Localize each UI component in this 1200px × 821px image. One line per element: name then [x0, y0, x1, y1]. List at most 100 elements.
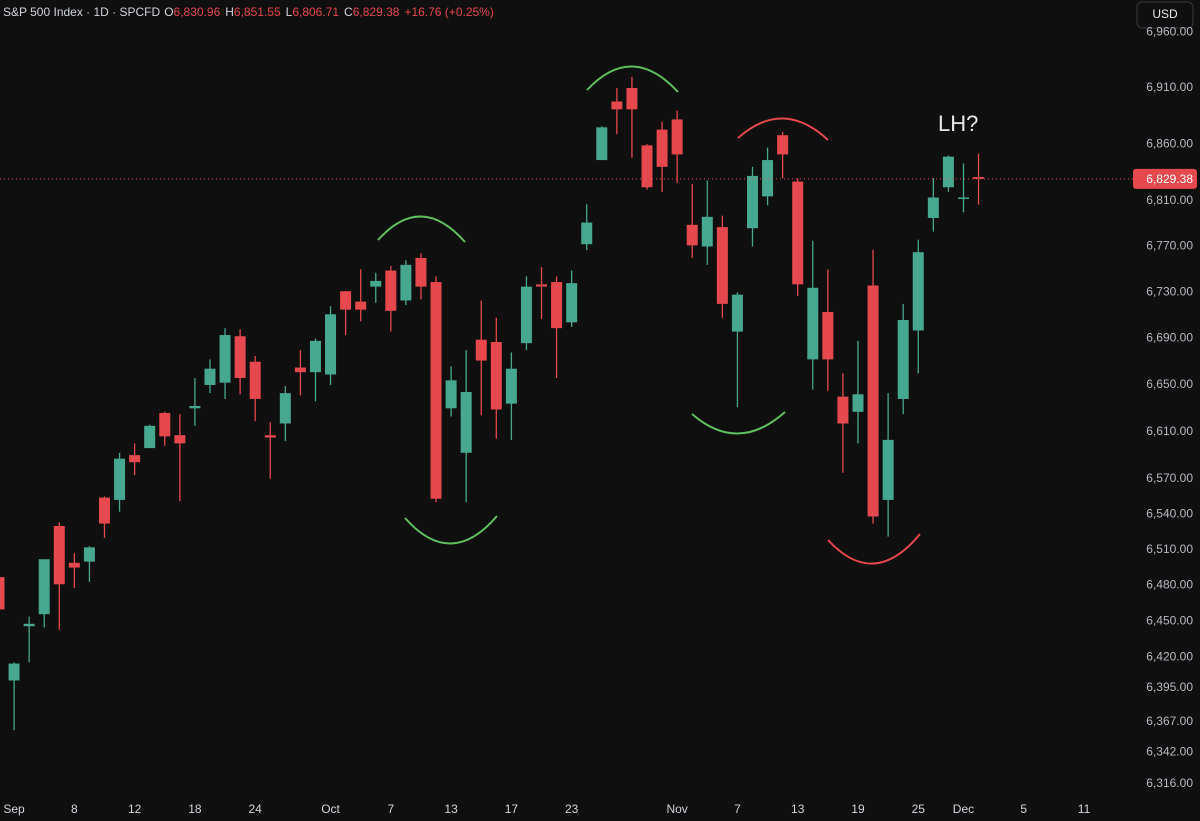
candle-body: [294, 367, 306, 373]
candle-body: [822, 311, 834, 360]
x-tick-label: Dec: [953, 802, 974, 816]
arc: [377, 215, 466, 243]
y-tick-label: 6,367.00: [1146, 714, 1193, 728]
x-tick-label: Nov: [666, 802, 687, 816]
candle-body: [53, 525, 65, 585]
candle-body: [520, 286, 532, 344]
candle-body: [882, 439, 894, 500]
candle-body: [249, 361, 261, 399]
ohlc-key: O: [164, 5, 173, 19]
ohlc-key: L: [286, 5, 293, 19]
y-tick-label: 6,450.00: [1146, 614, 1193, 628]
candle-body: [837, 396, 849, 424]
candle-body: [551, 282, 563, 329]
x-tick-label: 7: [387, 802, 394, 816]
symbol: S&P 500 Index · 1D · SPCFD: [3, 5, 161, 19]
candle-body: [747, 175, 758, 229]
candle-body: [686, 224, 698, 246]
candle-body: [777, 135, 789, 155]
x-tick-label: Sep: [3, 802, 25, 816]
candle-body: [0, 577, 5, 610]
arc: [827, 533, 921, 565]
candle-body: [385, 270, 397, 311]
candle-body: [475, 339, 487, 361]
candle-body: [701, 216, 713, 247]
candle-body: [897, 320, 909, 399]
x-tick-label: 5: [1020, 802, 1027, 816]
candle-body: [189, 405, 201, 409]
arc: [737, 117, 829, 141]
candle-body: [159, 412, 171, 437]
y-tick-label: 6,960.00: [1146, 24, 1193, 38]
x-tick-label: 7: [734, 802, 741, 816]
candle-body: [566, 283, 578, 323]
currency-button[interactable]: [1136, 1, 1194, 29]
candle-body: [641, 145, 653, 188]
ohlc-key: H: [225, 5, 234, 19]
candle-body: [536, 284, 548, 287]
candle-body: [581, 222, 593, 245]
candle-body: [38, 559, 50, 615]
y-tick-label: 6,860.00: [1146, 136, 1193, 150]
ohlc-value: 6,806.71: [292, 5, 339, 19]
candle-body: [430, 282, 442, 499]
last-price-box: [1133, 168, 1197, 189]
candle-body: [716, 227, 728, 304]
candle-body: [279, 393, 291, 424]
ohlc-key: C: [344, 5, 353, 19]
last-price-label: 6,829.38: [1146, 172, 1193, 186]
candle-body: [611, 101, 623, 110]
candle-body: [400, 264, 412, 301]
candle-body: [264, 435, 276, 438]
candle-body: [807, 287, 819, 360]
candle-body: [460, 391, 472, 453]
candle-body: [340, 291, 352, 310]
candle-body: [505, 368, 517, 404]
candle-body: [927, 197, 939, 218]
y-tick-label: 6,570.00: [1146, 471, 1193, 485]
x-tick-label: 8: [71, 802, 78, 816]
candle-body: [731, 294, 743, 332]
candle-body: [973, 177, 985, 179]
y-tick-label: 6,650.00: [1146, 377, 1193, 391]
y-tick-label: 6,420.00: [1146, 650, 1193, 664]
candle-body: [144, 425, 156, 449]
x-tick-label: 19: [851, 802, 865, 816]
annotations: [377, 65, 921, 565]
y-tick-label: 6,810.00: [1146, 193, 1193, 207]
x-tick-label: 17: [505, 802, 519, 816]
arc: [404, 515, 498, 545]
candle-body: [98, 497, 110, 524]
candle-body: [867, 285, 879, 517]
candle-body: [912, 252, 924, 331]
candle-body: [83, 547, 95, 562]
currency-label: USD: [1152, 7, 1178, 21]
candle-body: [129, 455, 141, 463]
candle-body: [671, 119, 683, 155]
candle-body: [174, 435, 186, 444]
change: +16.76 (+0.25%): [404, 5, 493, 19]
y-tick-label: 6,910.00: [1146, 80, 1193, 94]
y-tick-label: 6,730.00: [1146, 285, 1193, 299]
y-tick-label: 6,610.00: [1146, 424, 1193, 438]
candle-body: [309, 340, 321, 373]
x-tick-label: 25: [912, 802, 926, 816]
candle-body: [490, 342, 502, 410]
candle-body: [445, 380, 457, 409]
candle-body: [957, 197, 969, 199]
x-tick-label: 18: [188, 802, 202, 816]
candle-body: [942, 156, 954, 188]
ohlc-value: 6,830.96: [174, 5, 221, 19]
candle-body: [792, 181, 804, 285]
x-tick-label: 12: [128, 802, 142, 816]
y-tick-label: 6,540.00: [1146, 506, 1193, 520]
candle-body: [219, 335, 231, 383]
candle-body: [656, 129, 668, 167]
candle-body: [114, 458, 126, 500]
candle-body: [626, 88, 638, 110]
y-tick-label: 6,690.00: [1146, 331, 1193, 345]
candle-body: [762, 160, 774, 197]
x-tick-label: 23: [565, 802, 579, 816]
candle-body: [370, 280, 382, 287]
